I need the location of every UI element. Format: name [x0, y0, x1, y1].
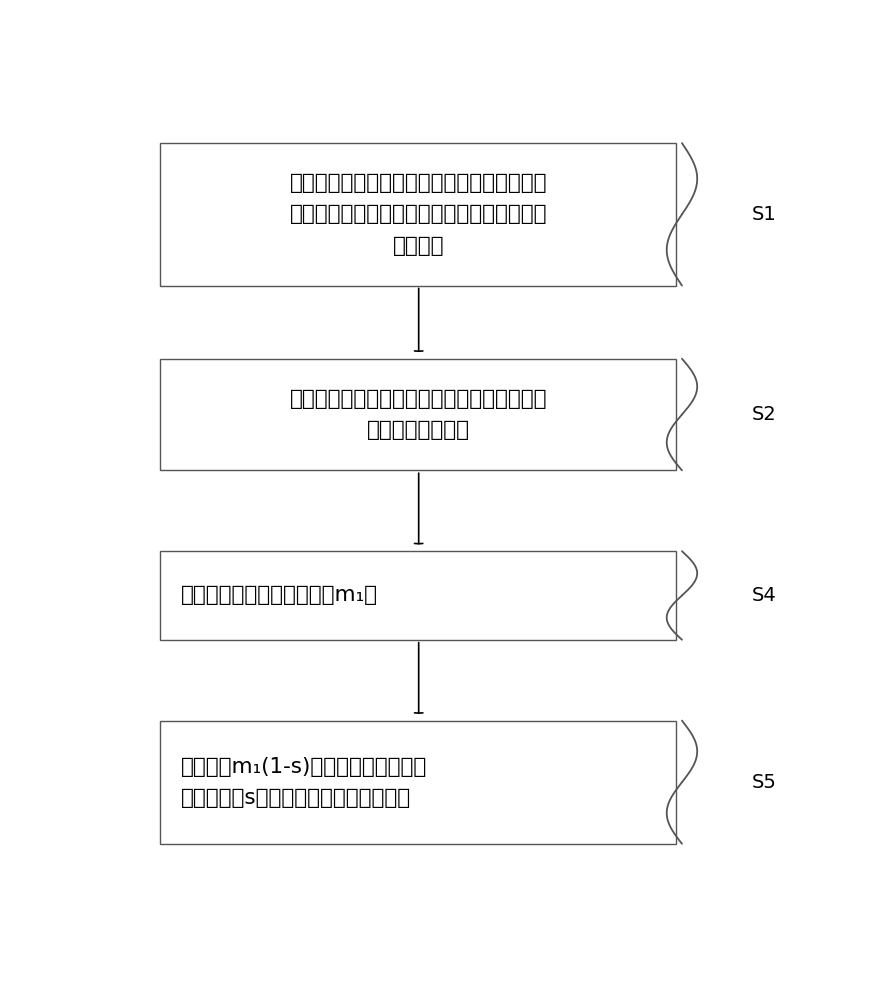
Text: S2: S2 — [752, 405, 777, 424]
Text: S5: S5 — [752, 773, 777, 792]
FancyBboxPatch shape — [160, 143, 677, 286]
Text: S4: S4 — [752, 586, 777, 605]
FancyBboxPatch shape — [160, 359, 677, 470]
Text: S1: S1 — [752, 205, 777, 224]
Text: 测量所述固体分离物的重量m₁；: 测量所述固体分离物的重量m₁； — [181, 585, 378, 605]
Text: 采用有机溶剂润湿所述有机陶瓷混合物，形成
第一待测物，其中，所述有机溶剂与所述有机
物互溶；: 采用有机溶剂润湿所述有机陶瓷混合物，形成 第一待测物，其中，所述有机溶剂与所述有… — [290, 173, 547, 256]
FancyBboxPatch shape — [160, 721, 677, 844]
Text: 将所述第一待测物中的固体与液体进行分离，
得到固体分离物；: 将所述第一待测物中的固体与液体进行分离， 得到固体分离物； — [290, 389, 547, 440]
Text: 采用公式m₁(1-s)计算所述陶瓷粉的重
量，其中，s表示所述陶瓷粉的含水率。: 采用公式m₁(1-s)计算所述陶瓷粉的重 量，其中，s表示所述陶瓷粉的含水率。 — [181, 757, 427, 808]
FancyBboxPatch shape — [160, 551, 677, 640]
